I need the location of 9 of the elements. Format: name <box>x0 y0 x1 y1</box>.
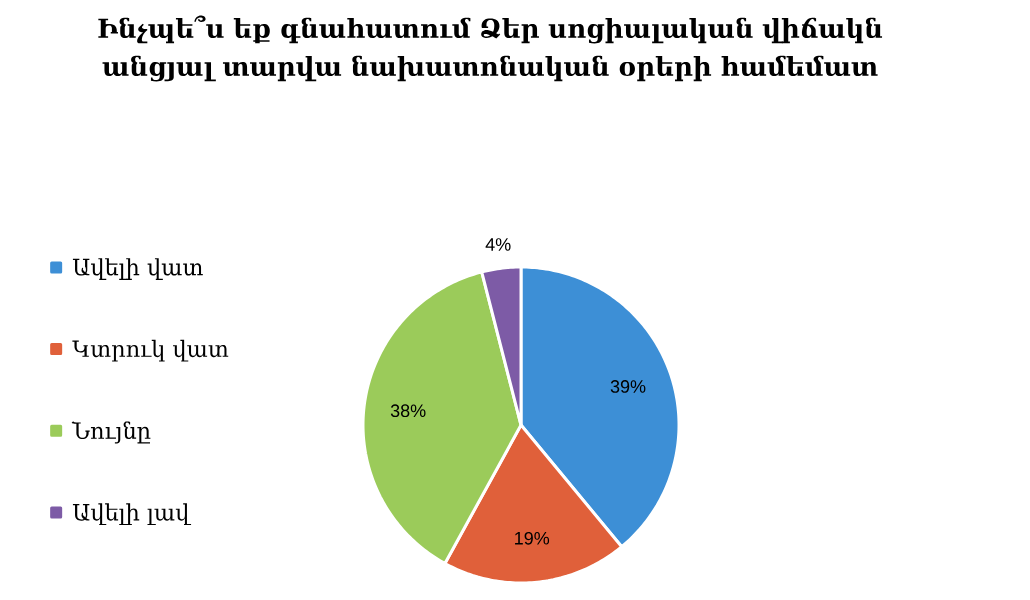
data-label: 38% <box>390 404 426 418</box>
legend-label: Ավելի լավ <box>72 503 192 526</box>
legend-label: Նույնը <box>71 421 151 444</box>
chart-title: Ինչպե՞ս եք գնահատում Ձեր սոցիալական վիճակն անցյալ տարվա նախատոնական օրերի համեմատ <box>98 15 883 82</box>
data-label: 4% <box>485 238 511 251</box>
data-label: 39% <box>610 380 646 393</box>
legend-label: Կտրուկ վատ <box>72 339 229 362</box>
data-label: 19% <box>515 531 550 545</box>
legend-label: Ավելի վատ <box>72 258 203 280</box>
